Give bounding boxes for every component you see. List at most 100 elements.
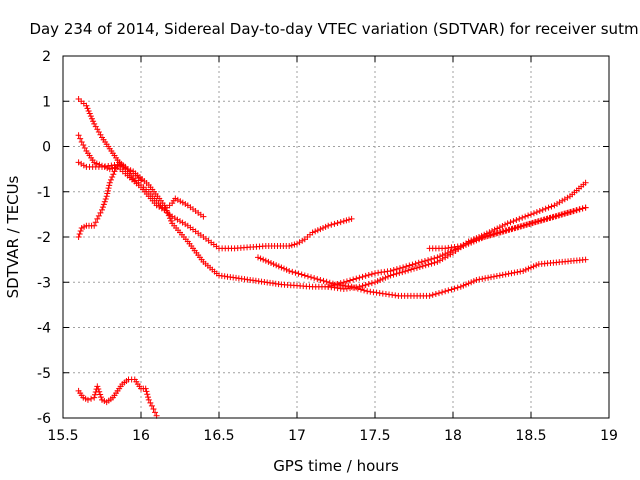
data-points	[75, 95, 589, 419]
data-point	[582, 256, 589, 263]
data-point	[91, 222, 98, 229]
data-point	[281, 265, 287, 272]
data-point	[547, 214, 554, 221]
data-point	[359, 273, 366, 280]
data-point	[87, 113, 94, 120]
data-point	[337, 280, 344, 287]
data-point	[275, 263, 282, 270]
data-point	[110, 171, 117, 178]
data-point	[353, 275, 360, 282]
data-point	[470, 278, 477, 285]
data-point	[97, 391, 104, 398]
data-point	[81, 145, 88, 152]
data-point	[503, 227, 510, 234]
data-point	[539, 206, 546, 213]
data-point	[527, 220, 534, 227]
data-point	[288, 242, 295, 249]
data-point	[421, 257, 428, 264]
data-point	[145, 394, 152, 401]
data-point	[463, 240, 469, 247]
data-point	[93, 160, 100, 167]
data-point	[460, 282, 467, 289]
data-point	[84, 396, 91, 403]
data-point	[111, 168, 118, 175]
data-point	[448, 286, 455, 293]
data-point	[362, 272, 369, 279]
data-point	[416, 263, 423, 270]
data-point	[482, 233, 489, 240]
data-point	[562, 210, 569, 217]
data-point	[328, 282, 335, 289]
data-point	[442, 250, 449, 257]
data-point	[200, 213, 207, 220]
data-point	[150, 405, 157, 412]
data-point	[422, 262, 429, 269]
data-point	[485, 232, 492, 239]
data-point	[444, 249, 451, 256]
series-trace-f	[426, 204, 589, 252]
data-point	[463, 281, 469, 288]
data-point	[328, 221, 335, 228]
data-point	[548, 203, 555, 210]
y-tick-label: 2	[42, 49, 51, 65]
data-point	[382, 274, 389, 281]
data-point	[476, 235, 483, 242]
data-point	[326, 279, 333, 286]
data-point	[582, 204, 589, 211]
data-point	[75, 132, 82, 139]
data-point	[435, 290, 442, 297]
y-axis-label: SDTVAR / TECUs	[4, 175, 22, 298]
data-point	[95, 212, 102, 219]
data-point	[525, 265, 532, 272]
data-point	[143, 388, 150, 395]
data-point	[86, 110, 93, 117]
data-point	[262, 257, 269, 264]
data-point	[499, 271, 506, 278]
data-point	[103, 193, 110, 200]
data-point	[488, 274, 495, 281]
data-point	[163, 207, 170, 214]
data-point	[425, 261, 432, 268]
data-point	[138, 177, 144, 184]
data-point	[493, 273, 500, 280]
data-point	[162, 204, 169, 211]
data-point	[418, 258, 425, 265]
data-point	[431, 255, 438, 262]
data-point	[396, 269, 403, 276]
data-point	[377, 276, 384, 283]
x-tick-label: 17.5	[359, 428, 390, 444]
data-point	[359, 282, 366, 289]
data-point	[425, 257, 432, 264]
data-point	[317, 276, 324, 283]
data-point	[257, 255, 264, 262]
x-tick-label: 15.5	[47, 428, 78, 444]
data-point	[545, 204, 552, 211]
data-point	[508, 270, 515, 277]
data-point	[347, 277, 354, 284]
data-point	[524, 221, 531, 228]
data-point	[106, 166, 113, 173]
data-point	[88, 115, 95, 122]
data-point	[413, 264, 420, 271]
y-tick-label: -6	[37, 411, 51, 427]
data-point	[152, 409, 159, 416]
data-point	[442, 288, 449, 295]
data-point	[99, 204, 106, 211]
data-point	[573, 207, 580, 214]
data-point	[301, 272, 308, 279]
data-point	[485, 274, 492, 281]
data-point	[76, 230, 83, 237]
data-point	[142, 385, 149, 392]
data-point	[168, 217, 175, 224]
data-point	[387, 267, 394, 274]
data-point	[320, 224, 326, 231]
data-point	[396, 265, 403, 272]
series-trace-d	[255, 254, 589, 299]
data-point	[145, 396, 152, 403]
data-point	[97, 209, 104, 216]
data-point	[80, 141, 87, 148]
data-point	[553, 213, 560, 220]
data-point	[513, 217, 520, 224]
data-point	[95, 129, 102, 136]
